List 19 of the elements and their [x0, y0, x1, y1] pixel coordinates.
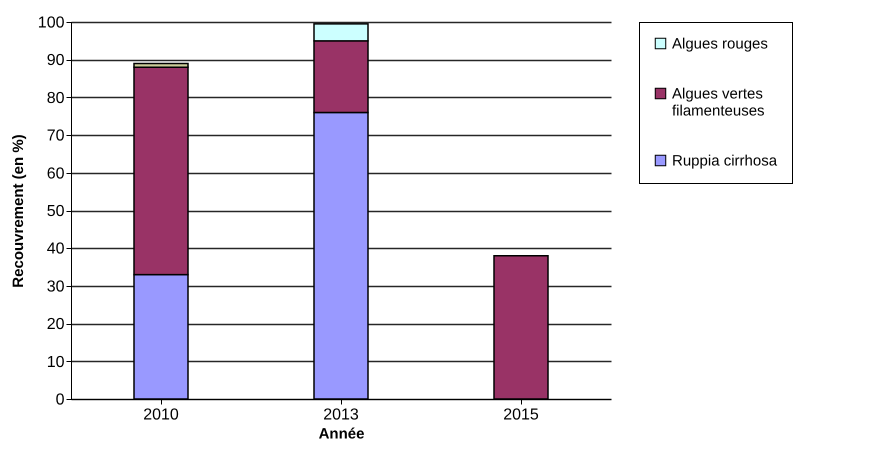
x-tick-label: 2013: [323, 406, 359, 424]
y-tick-label: 100: [38, 14, 65, 32]
y-tick-label: 60: [46, 165, 65, 182]
x-tick-label: 2015: [503, 406, 539, 424]
y-tick-label: 70: [46, 128, 65, 145]
x-axis-title: Année: [318, 426, 364, 442]
y-tick-label: 50: [46, 203, 65, 220]
y-tick-label: 40: [46, 240, 65, 258]
y-axis-title: Recouvrement (en %): [10, 134, 27, 288]
y-tick-label: 10: [46, 354, 65, 371]
y-tick-label: 20: [46, 316, 65, 334]
y-tick-label: 30: [46, 278, 65, 296]
legend-label: Algues vertes filamenteuses: [672, 86, 765, 120]
y-tick-label: 0: [56, 392, 65, 408]
x-tick-label: 2010: [143, 406, 179, 424]
y-tick-label: 90: [46, 52, 65, 70]
legend-label: Ruppia cirrhosa: [672, 152, 778, 170]
y-tick-label: 80: [46, 90, 65, 107]
legend-label: Algues rouges: [672, 36, 768, 52]
